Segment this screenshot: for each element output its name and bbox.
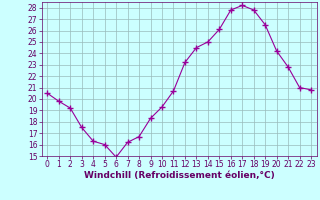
X-axis label: Windchill (Refroidissement éolien,°C): Windchill (Refroidissement éolien,°C) [84,171,275,180]
